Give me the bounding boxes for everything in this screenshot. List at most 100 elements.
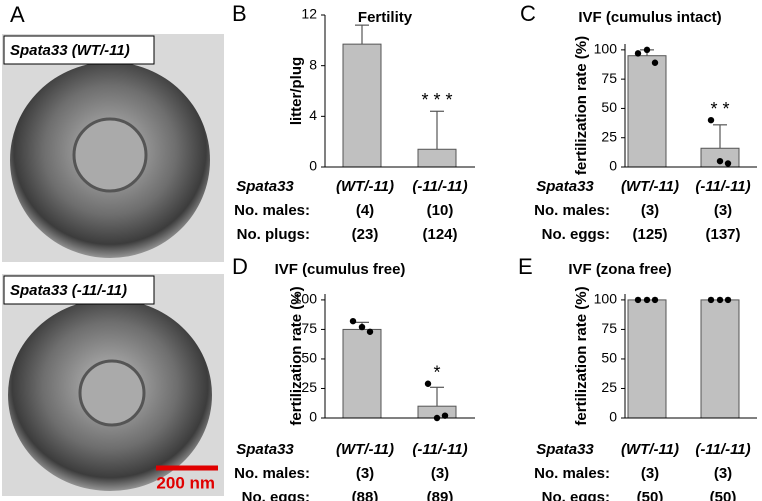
y-tick-label: 100 [594,41,618,57]
chart-title: IVF (cumulus free) [275,261,406,278]
data-point [716,296,724,304]
panel-letter: E [518,254,533,279]
bar [417,148,457,168]
bar [342,43,382,168]
x-tick-label: (WT/-11) [336,441,394,458]
table-cell: (3) [714,465,732,482]
bar [627,299,667,419]
y-tick-label: 0 [609,409,617,425]
row-label: No. plugs: [237,226,310,243]
row-label: No. males: [234,202,310,219]
strain-label: Spata33 [236,178,294,195]
table-cell: (3) [641,465,659,482]
y-tick-label: 75 [301,320,317,336]
panel-letter: D [232,254,248,279]
y-axis-label: fertilization rate (%) [573,36,590,175]
bar [342,328,382,419]
data-point [424,380,432,387]
strain-label: Spata33 [236,441,294,458]
genotype-label: Spata33 (-11/-11) [10,282,127,299]
y-tick-label: 25 [601,128,617,144]
y-axis-label: litter/plug [288,57,305,125]
data-point [366,328,374,335]
label-box [3,35,155,65]
data-point [441,412,449,419]
data-point [643,296,651,304]
y-tick-label: 100 [294,291,318,307]
strain-label: Spata33 [536,441,594,458]
data-point [724,296,732,304]
y-tick-label: 0 [309,409,317,425]
row-label: No. eggs: [242,489,310,501]
data-point [634,296,642,304]
y-tick-label: 75 [601,70,617,86]
significance: * [433,363,440,383]
y-tick-label: 50 [601,350,617,366]
scale-label: 200 nm [156,473,215,492]
y-tick-label: 50 [601,99,617,115]
data-point [651,59,659,66]
y-tick-label: 75 [601,320,617,336]
x-tick-label: (WT/-11) [621,441,679,458]
y-tick-label: 8 [309,56,317,72]
data-point [643,46,651,54]
data-point [716,157,724,165]
data-point [634,50,642,57]
y-tick-label: 4 [309,107,317,123]
y-tick-label: 25 [301,379,317,395]
bar [700,299,740,419]
data-point [349,317,357,325]
x-tick-label: (-11/-11) [695,441,750,458]
chart-title: IVF (cumulus intact) [578,9,721,26]
data-point [707,296,715,304]
row-label: No. eggs: [542,489,610,501]
panel-letter: C [520,1,536,26]
table-cell: (3) [714,202,732,219]
y-tick-label: 0 [609,158,617,174]
chart-title: Fertility [358,9,413,26]
significance: * * * [421,90,452,110]
y-axis-label: fertilization rate (%) [573,286,590,425]
bar [627,55,667,168]
tem-axoneme [78,359,146,427]
data-point [724,160,732,167]
table-cell: (4) [356,202,374,219]
panel-letter: B [232,1,247,26]
table-cell: (88) [352,489,379,501]
y-axis-label: fertilization rate (%) [288,286,305,425]
table-cell: (89) [427,489,454,501]
table-cell: (50) [710,489,737,501]
y-tick-label: 0 [309,158,317,174]
x-tick-label: (WT/-11) [621,178,679,195]
x-tick-label: (-11/-11) [412,178,467,195]
data-point [707,116,715,124]
row-label: No. males: [534,465,610,482]
x-tick-label: (-11/-11) [695,178,750,195]
panel-letter: A [10,2,25,27]
table-cell: (3) [356,465,374,482]
table-cell: (3) [431,465,449,482]
data-point [651,296,659,304]
tem-axoneme [72,117,148,193]
table-cell: (125) [632,226,667,243]
y-tick-label: 100 [594,291,618,307]
strain-label: Spata33 [536,178,594,195]
significance: * * [710,99,729,119]
x-tick-label: (WT/-11) [336,178,394,195]
table-cell: (137) [705,226,740,243]
y-tick-label: 25 [601,379,617,395]
x-tick-label: (-11/-11) [412,441,467,458]
table-cell: (10) [427,202,454,219]
table-cell: (124) [422,226,457,243]
row-label: No. eggs: [542,226,610,243]
row-label: No. males: [534,202,610,219]
genotype-label: Spata33 (WT/-11) [10,42,130,59]
label-box [3,275,155,305]
row-label: No. males: [234,465,310,482]
table-cell: (3) [641,202,659,219]
chart-title: IVF (zona free) [568,261,671,278]
table-cell: (23) [352,226,379,243]
table-cell: (50) [637,489,664,501]
panel-a: A Spata33 (WT/-11) Spata33 (-11/-11) 200… [2,2,224,496]
